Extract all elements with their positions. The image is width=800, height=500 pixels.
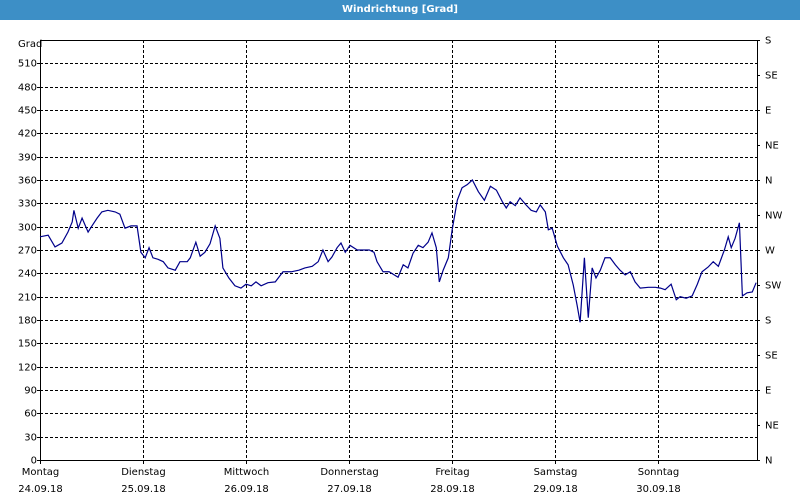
y-tick-label: 480 xyxy=(18,83,37,94)
x-tick-label: Samstag xyxy=(534,467,578,478)
y2-tick-label: NE xyxy=(765,421,779,432)
y-axis-label: Grad xyxy=(18,39,42,50)
y-tick-label: 60 xyxy=(24,409,37,420)
chart: Grad 0 30 60 90 120 150 180 210 240 270 300 330 360 3… xyxy=(0,20,800,500)
y2-tick-label: W xyxy=(765,246,775,257)
y2-tick-label: SE xyxy=(765,71,778,82)
y2-tick-label: S xyxy=(765,36,771,47)
x-tick-date: 26.09.18 xyxy=(224,484,269,495)
y-tick-label: 180 xyxy=(18,316,37,327)
chart-title: Windrichtung [Grad] xyxy=(342,4,458,15)
y-tick-label: 90 xyxy=(24,386,37,397)
y-tick-label: 330 xyxy=(18,199,37,210)
y-tick-label: 450 xyxy=(18,106,37,117)
y-tick-label: 270 xyxy=(18,246,37,257)
y-tick-label: 390 xyxy=(18,153,37,164)
x-tick-label: Donnerstag xyxy=(320,467,378,478)
y-tick-label: 360 xyxy=(18,176,37,187)
x-tick-label: Sonntag xyxy=(638,467,680,478)
y2-tick-label: N xyxy=(765,456,772,467)
x-tick-date: 24.09.18 xyxy=(18,484,63,495)
y-tick-label: 240 xyxy=(18,269,37,280)
y-tick-label: 0 xyxy=(31,456,37,467)
x-tick-date: 29.09.18 xyxy=(533,484,578,495)
y2-tick-label: NE xyxy=(765,141,779,152)
x-tick-label: Dienstag xyxy=(121,467,166,478)
y2-tick-label: N xyxy=(765,176,772,187)
plot-frame xyxy=(40,40,758,461)
y2-tick-label: E xyxy=(765,386,771,397)
y-tick-label: 210 xyxy=(18,293,37,304)
x-tick-date: 25.09.18 xyxy=(121,484,166,495)
y2-tick-label: S xyxy=(765,316,771,327)
x-tick-label: Freitag xyxy=(435,467,469,478)
y-tick-label: 30 xyxy=(24,433,37,444)
y-tick-label: 150 xyxy=(18,339,37,350)
title-bar: Windrichtung [Grad] xyxy=(0,0,800,20)
y2-tick-label: E xyxy=(765,106,771,117)
y2-tick-label: NW xyxy=(765,211,782,222)
y-tick-label: 510 xyxy=(18,59,37,70)
x-tick-date: 28.09.18 xyxy=(430,484,475,495)
y-tick-label: 420 xyxy=(18,129,37,140)
background xyxy=(0,20,800,500)
x-tick-date: 30.09.18 xyxy=(636,484,681,495)
x-tick-date: 27.09.18 xyxy=(327,484,372,495)
y-tick-label: 120 xyxy=(18,363,37,374)
y-tick-label: 300 xyxy=(18,223,37,234)
y2-tick-label: SE xyxy=(765,351,778,362)
series-line xyxy=(39,179,757,323)
x-tick-label: Mittwoch xyxy=(224,467,269,478)
x-tick-label: Montag xyxy=(22,467,59,478)
y2-tick-label: SW xyxy=(765,281,781,292)
